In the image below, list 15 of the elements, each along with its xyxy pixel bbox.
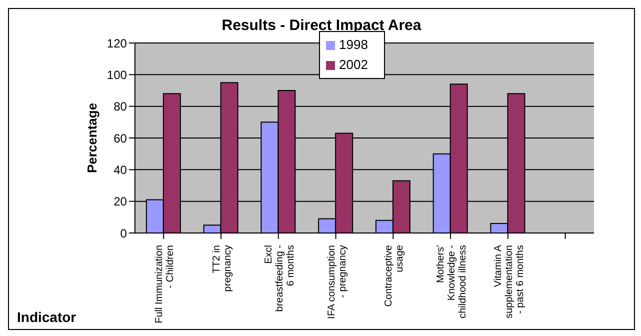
x-tick-label: Contraceptive usage: [384, 244, 406, 307]
x-tick-label: Full Immunization - Children: [154, 245, 176, 324]
y-tick-label: 40: [114, 162, 128, 177]
y-tick-label: 20: [114, 194, 128, 209]
legend-label: 1998: [339, 37, 368, 52]
y-tick-label: 80: [114, 100, 128, 114]
y-tick-label: 60: [114, 131, 128, 146]
chart-title: Results - Direct Impact Area: [220, 17, 422, 34]
y-tick-label: 0: [120, 226, 128, 240]
x-tick-label: TT2 in pregnancy: [212, 245, 234, 292]
y-axis-title: Percentage: [84, 102, 100, 174]
legend-label: 2002: [339, 57, 368, 72]
x-axis-title: Indicator: [17, 309, 76, 325]
y-tick-label: 100: [106, 68, 128, 82]
y-tick-label: 120: [106, 36, 128, 50]
